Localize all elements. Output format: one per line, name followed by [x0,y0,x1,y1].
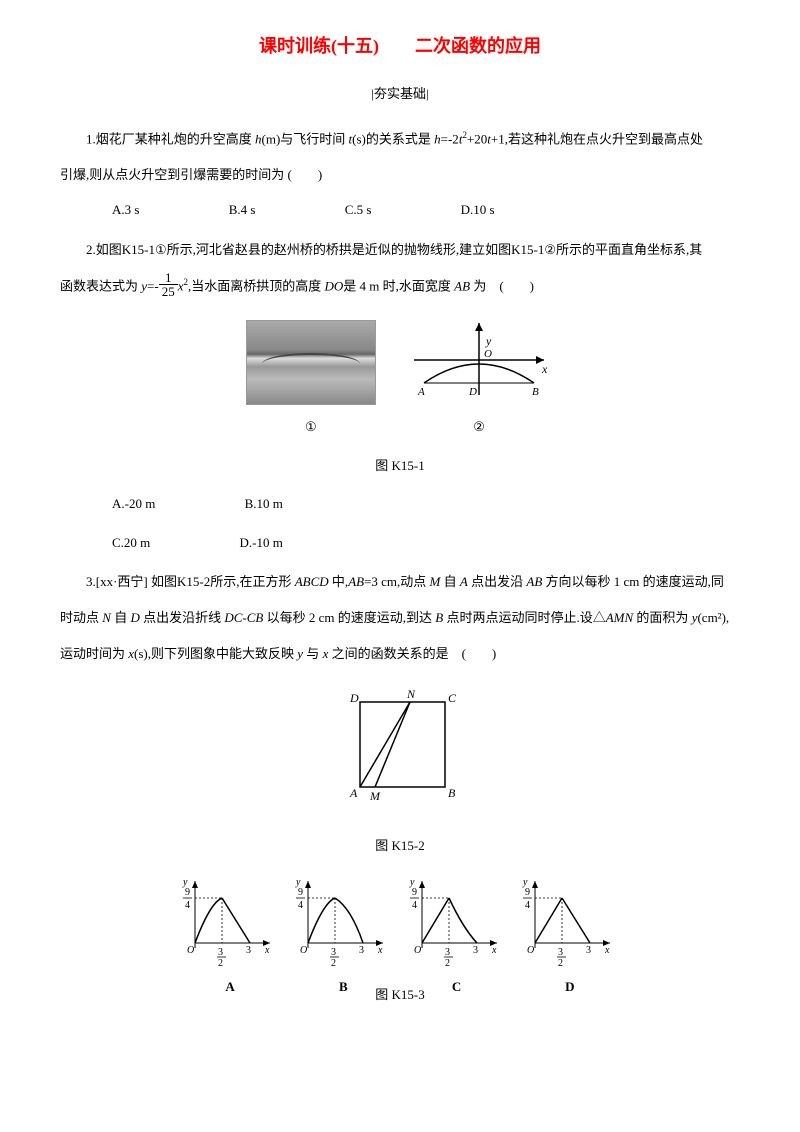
fig-k15-3-label: 图 K15-3 [60,983,740,1006]
svg-text:3: 3 [586,945,591,956]
q1-options: A.3 s B.4 s C.5 s D.10 s [60,198,740,221]
q2-opt-b: B.10 m [219,492,283,515]
q1-unit-s: (s)的关系式是 [352,131,434,146]
svg-text:9: 9 [185,887,190,898]
figure-k15-2: D N C A M B [60,682,740,819]
q1-opt-d: D.10 s [435,198,495,221]
svg-text:N: N [406,687,416,701]
svg-text:2: 2 [445,958,450,968]
section-subtitle: |夯实基础| [60,82,740,105]
svg-text:4: 4 [185,900,190,911]
bridge-photo [246,320,376,405]
q2-opt-a: A.-20 m [86,492,155,515]
svg-text:y: y [522,877,528,888]
svg-text:4: 4 [525,900,530,911]
svg-text:B: B [532,386,539,398]
label-1: ① [246,415,376,438]
svg-text:O: O [414,945,421,956]
svg-text:3: 3 [445,947,450,958]
fig-k15-2-label: 图 K15-2 [60,834,740,857]
svg-text:x: x [377,945,383,956]
q2-cont: 函数表达式为 y=-125x2,当水面离桥拱顶的高度 DO是 4 m 时,水面宽… [60,273,740,301]
q2-options-1: A.-20 m B.10 m [60,492,740,515]
q2-var-do: DO [325,278,344,293]
svg-text:D: D [349,691,359,705]
svg-text:O: O [484,348,492,360]
q1-unit-m: (m)与飞行时间 [262,131,349,146]
svg-text:3: 3 [218,947,223,958]
svg-text:3: 3 [246,945,251,956]
graph-option-a: 9 4 O 3 2 3 x y A [180,873,280,968]
svg-text:2: 2 [218,958,223,968]
svg-text:x: x [491,945,497,956]
svg-text:y: y [295,877,301,888]
svg-text:O: O [527,945,534,956]
q1-opt-a: A.3 s [86,198,139,221]
graph-option-d: 9 4 O 3 2 3 x y D [520,873,620,968]
q1-cont: 引爆,则从点火升空到引爆需要的时间为 ( ) [60,162,740,188]
svg-text:O: O [300,945,307,956]
fig-k15-1-label: 图 K15-1 [60,454,740,477]
q1-opt-c: C.5 s [319,198,372,221]
q2-text-pre: 函数表达式为 [60,278,141,293]
svg-text:9: 9 [525,887,530,898]
svg-text:x: x [541,362,548,376]
svg-text:y: y [409,877,415,888]
q2-fraction: 125 [159,271,178,298]
svg-text:B: B [448,786,456,800]
page-title: 课时训练(十五) 二次函数的应用 [60,30,740,62]
q1-text: 1.烟花厂某种礼炮的升空高度 [86,131,255,146]
svg-text:2: 2 [331,958,336,968]
question-3: 3.[xx·西宁] 如图K15-2所示,在正方形 ABCD 中,AB=3 cm,… [60,569,740,595]
svg-text:C: C [448,691,457,705]
q2-text-is: 是 4 m 时,水面宽度 [343,278,454,293]
q2-opt-c: C.20 m [86,531,150,554]
q2-opt-d: D.-10 m [214,531,283,554]
graph-option-b: 9 4 O 3 2 3 x y B [293,873,393,968]
svg-text:y: y [485,334,492,348]
q2-eq: =- [147,278,159,293]
svg-text:D: D [468,386,477,398]
svg-text:3: 3 [473,945,478,956]
q1-text-mid: ,若这种礼炮在点火升空到最高点处 [505,131,703,146]
q2-var-ab: AB [454,278,470,293]
q2-text-mid: ,当水面离桥拱顶的高度 [188,278,325,293]
q1-formula: h [434,131,441,146]
svg-text:A: A [349,786,358,800]
label-2: ② [404,415,554,438]
figure-k15-1: y x O A B D ① ② [60,315,740,438]
svg-text:3: 3 [558,947,563,958]
svg-text:M: M [369,789,381,803]
svg-text:x: x [604,945,610,956]
svg-text:4: 4 [412,900,417,911]
q3-cont1: 时动点 N 自 D 点出发沿折线 DC-CB 以每秒 2 cm 的速度运动,到达… [60,605,740,631]
q2-text-end: 为 ( ) [470,278,534,293]
figure-k15-3: 9 4 O 3 2 3 x y A 9 4 O 3 [60,873,740,968]
svg-text:x: x [264,945,270,956]
parabola-diagram: y x O A B D [404,315,554,410]
svg-text:3: 3 [331,947,336,958]
svg-text:y: y [182,877,188,888]
svg-text:4: 4 [298,900,303,911]
question-1: 1.烟花厂某种礼炮的升空高度 h(m)与飞行时间 t(s)的关系式是 h=-2t… [60,126,740,152]
q1-opt-b: B.4 s [203,198,256,221]
q2-options-2: C.20 m D.-10 m [60,531,740,554]
square-diagram: D N C A M B [335,682,465,812]
svg-text:O: O [187,945,194,956]
svg-text:9: 9 [298,887,303,898]
svg-text:2: 2 [558,958,563,968]
graph-option-c: 9 4 O 3 2 3 x y C [407,873,507,968]
q3-cont2: 运动时间为 x(s),则下列图象中能大致反映 y 与 x 之间的函数关系的是 (… [60,641,740,667]
question-2: 2.如图K15-1①所示,河北省赵县的赵州桥的桥拱是近似的抛物线形,建立如图K1… [60,237,740,263]
svg-text:3: 3 [359,945,364,956]
svg-text:A: A [417,386,425,398]
svg-text:9: 9 [412,887,417,898]
